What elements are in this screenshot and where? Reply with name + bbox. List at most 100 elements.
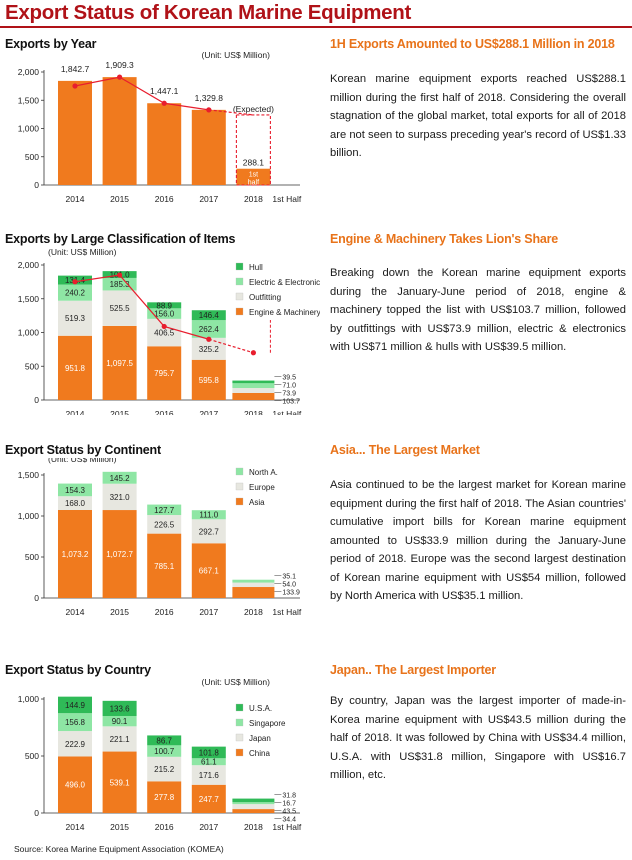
unit-label: (Unit: US$ Million) [202,50,271,60]
bar-segment-u-s-a--2017 [191,746,226,759]
legend-swatch-hull [235,262,244,271]
bar-segment-asia-2018 [232,587,275,598]
bar-2015 [102,77,137,185]
data-label: 247.7 [199,795,220,804]
y-tick-label: 0 [34,180,39,190]
chart-title-status-by-country: Export Status by Country [5,663,151,677]
data-label: 1,329.8 [195,93,224,103]
bar-segment-china-2017 [191,784,226,813]
legend-label: U.S.A. [249,704,272,713]
bar-segment-north-a--2018 [232,579,275,583]
x-suffix-label: 1st Half [272,409,301,415]
bar-segment-japan-2017 [191,765,226,785]
bar-segment-u-s-a--2018 [232,798,275,803]
data-label: 519.3 [65,314,86,323]
bar-segment-electric-electronic-2015 [102,277,137,291]
x-tick-label: 2014 [66,607,85,617]
data-label: 71.0 [282,383,296,390]
data-label: 951.8 [65,364,86,373]
y-tick-label: 1,500 [18,470,40,480]
data-label: 1,073.2 [62,550,89,559]
bar-segment-electric-electronic-2018 [232,383,275,389]
expected-outline [235,114,271,186]
x-tick-label: 2015 [110,822,129,832]
page-title: Export Status of Korean Marine Equipment [5,1,412,24]
legend-swatch-outfitting [235,292,244,301]
bar-segment-north-a--2017 [191,510,226,520]
section-body-4: By country, Japan was the largest import… [330,695,626,781]
chart-exports-by-items: 0 500 1,000 1,500 2,000 (Unit: US$ Million) 95… [18,247,320,415]
data-label: 133.9 [282,590,300,597]
bar-segment-outfitting-2014 [58,300,92,336]
expected-label: (Expected) [233,104,274,114]
data-label: 1,842.7 [61,64,90,74]
bar-segment-singapore-2014 [58,713,92,732]
data-label: 61.1 [201,758,217,767]
chart-title-exports-by-items: Exports by Large Classification of Items [5,232,236,246]
data-label: 226.5 [154,520,175,529]
legend-label: Hull [249,263,263,272]
data-label: 43.5 [282,809,296,816]
legend-label: Asia [249,498,265,507]
bar-segment-europe-2014 [58,496,92,510]
data-label: 156.0 [154,310,175,319]
bar-segment-outfitting-2015 [102,290,137,326]
data-label: 667.1 [199,567,220,576]
y-tick-label: 0 [34,808,39,818]
bar-segment-outfitting-2017 [191,337,226,360]
legend-swatch-north-a- [235,467,244,476]
x-tick-label: 2018 [244,409,263,415]
data-label: 262.4 [199,325,220,334]
y-tick-label: 1,000 [18,694,40,704]
chart-status-by-country: 0 500 1,000 (Unit: US$ Million) 496.0 222.9 15… [18,677,302,832]
legend-label: Engine & Machinery [249,308,320,317]
bar-segment-europe-2016 [147,515,182,534]
trend-point [250,350,256,356]
x-tick-label: 2014 [66,822,85,832]
bar-segment-europe-2017 [191,519,226,544]
section-body-2: Breaking down the Korean marine equipmen… [330,267,626,353]
bar-segment-electric-electronic-2014 [58,284,92,301]
data-label: 240.2 [65,289,86,298]
trend-point [206,107,212,113]
y-tick-label: 1,500 [18,294,40,304]
bar-segment-asia-2017 [191,543,226,598]
trend-point [161,100,167,106]
data-label: 525.5 [110,304,131,313]
trend-point [161,323,167,330]
x-tick-label: 2015 [110,409,129,415]
legend-swatch-electric-electronic [235,277,244,286]
source-note: Source: Korea Marine Equipment Associati… [14,844,224,854]
bar-segment-engine-machinery-2015 [102,325,137,400]
bar-segment-singapore-2018 [232,802,275,805]
bar-segment-engine-machinery-2014 [58,335,92,400]
legend-swatch-europe [235,482,244,491]
bar-segment-outfitting-2018 [232,388,275,394]
chart-title-exports-by-year: Exports by Year [5,37,97,51]
data-label: 1,072.7 [106,550,133,559]
bar-2014 [58,80,92,185]
x-suffix-label: 1st Half [272,822,301,832]
x-tick-label: 2017 [199,822,218,832]
x-tick-label: 2017 [199,194,218,204]
y-tick-label: 500 [25,552,39,562]
y-tick-label: 2,000 [18,67,40,77]
data-label: 288.1 [243,158,265,168]
y-tick-label: 0 [34,593,39,603]
y-tick-label: 500 [25,751,39,761]
bar-segment-u-s-a--2016 [147,735,182,746]
y-tick-label: 500 [25,152,39,162]
section-body-1: Korean marine equipment exports reached … [330,73,626,159]
bar-segment-asia-2014 [58,509,92,598]
x-tick-label: 2015 [110,194,129,204]
data-label: 1,447.1 [150,86,179,96]
y-tick-label: 500 [25,361,39,371]
bar-segment-japan-2018 [232,804,275,810]
bar-segment-engine-machinery-2017 [191,359,226,400]
x-tick-label: 2018 [244,607,263,617]
legend-label: Japan [249,734,271,743]
section-heading-4: Japan.. The Largest Importer [330,663,496,677]
chart-exports-by-year: 0 500 1,000 1,500 2,000 (Unit: US$ Million) 20… [18,50,302,204]
legend-swatch-u-s-a- [235,703,244,712]
bar-2016 [147,103,182,185]
